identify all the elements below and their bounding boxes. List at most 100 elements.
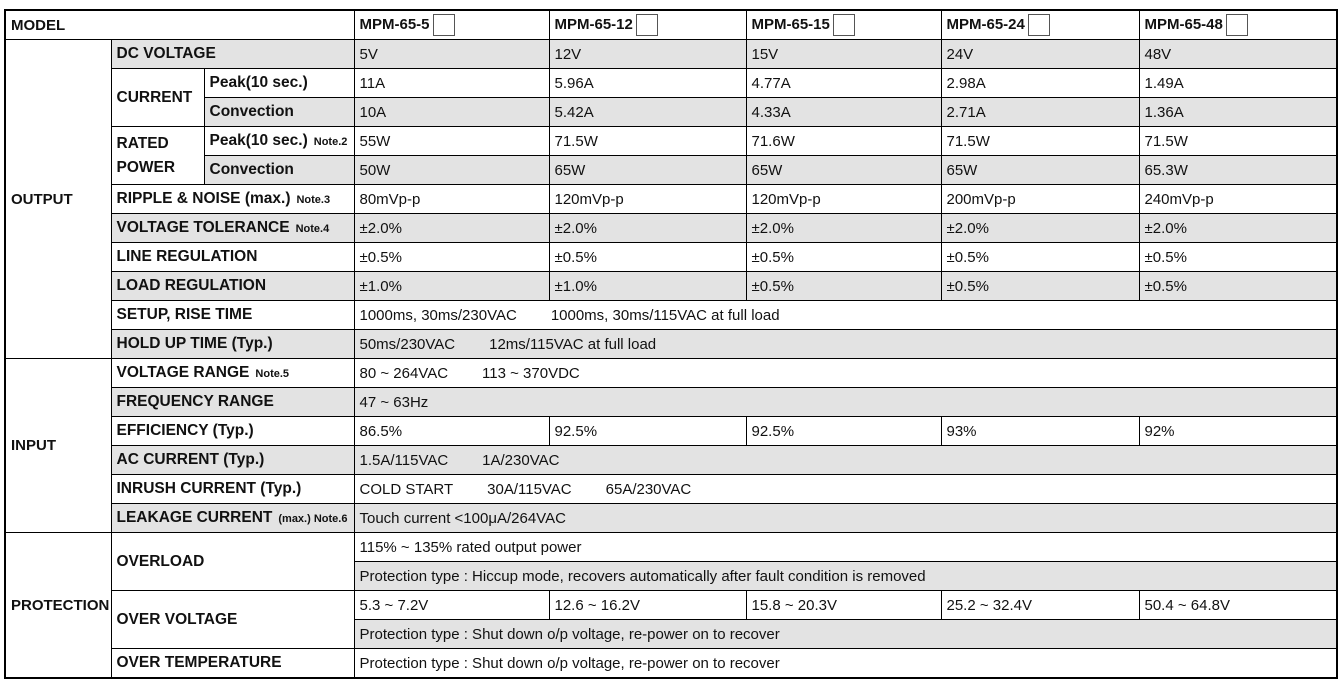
value-part: Protection type : Shut down o/p voltage,… [359,654,780,672]
value-cell: 93% [940,416,1140,446]
row-label: HOLD UP TIME (Typ.) [110,329,355,359]
value-cell: 120mVp-p [548,184,747,214]
value-cell: ±2.0% [940,213,1140,243]
merged-value-cell: Touch current <100μA/264VAC [353,503,1338,533]
sub-label: Convection [203,155,355,185]
value-cell: ±1.0% [353,271,550,301]
value-cell: ±2.0% [548,213,747,243]
spec-row: PROTECTION OVERLOAD 115% ~ 135% rated outp… [4,532,1338,679]
value-cell: 65W [548,155,747,185]
check-box [432,14,455,36]
value-cell: 5.3 ~ 7.2V [353,590,550,620]
value-part: Touch current <100μA/264VAC [359,509,566,527]
check-box [1225,14,1248,36]
row-label: RIPPLE & NOISE (max.) Note.3 [110,184,355,214]
value-part: 1000ms, 30ms/230VAC [359,306,517,324]
value-cell: ±0.5% [940,271,1140,301]
label-text: HOLD UP TIME (Typ.) [116,335,273,352]
model-name: MPM-65-48 [1144,15,1223,33]
section-label: INPUT [4,358,112,533]
value-cell: ±0.5% [745,242,942,272]
row-label: VOLTAGE TOLERANCE Note.4 [110,213,355,243]
spec-row: Protection type : Shut down o/p voltage,… [5,619,1338,649]
model-name: MPM-65-24 [946,15,1025,33]
value-cell: 12.6 ~ 16.2V [548,590,747,620]
row-label: EFFICIENCY (Typ.) [110,416,355,446]
sub-label: Convection [203,97,355,127]
model-cell: MPM-65-15 [745,9,942,40]
value-part: Protection type : Hiccup mode, recovers … [359,567,926,585]
value-cell: 50.4 ~ 64.8V [1138,590,1338,620]
label-text: Peak(10 sec.) [209,132,308,149]
model-cell: MPM-65-48 [1138,9,1338,40]
merged-value-cell: Protection type : Shut down o/p voltage,… [353,648,1338,679]
value-cell: 2.71A [940,97,1140,127]
value-part: 80 ~ 264VAC [359,364,449,382]
value-cell: 1.49A [1138,68,1338,98]
value-part: 1.5A/115VAC [359,451,449,469]
label-text: LEAKAGE CURRENT [116,509,273,526]
model-label: MODEL [4,9,355,40]
spec-row: INPUT VOLTAGE RANGE Note.5 80 ~ 264VAC 113 ~… [4,358,1338,533]
spec-row: AC CURRENT (Typ.) 1.5A/115VAC 1A/230VAC [5,445,1338,475]
sub-label: Peak(10 sec.) Note.2 [203,126,355,156]
label-text: RIPPLE & NOISE (max.) [116,190,291,207]
row-label: FREQUENCY RANGE [110,387,355,417]
label-note: Note.3 [296,194,331,206]
spec-row: VOLTAGE TOLERANCE Note.4 ±2.0% ±2.0% ±2.0% ±2… [5,213,1338,243]
value-part: 1A/230VAC [482,451,560,469]
model-cell: MPM-65-5 [353,9,550,40]
merged-value-cell: 47 ~ 63Hz [353,387,1338,417]
value-part: 50ms/230VAC [359,335,456,353]
value-cell: 55W [353,126,550,156]
value-cell: ±2.0% [1138,213,1338,243]
value-cell: ±0.5% [548,242,747,272]
group-label: OVER VOLTAGE [110,590,355,649]
model-name: MPM-65-15 [751,15,830,33]
label-text: Convection [209,161,294,178]
merged-value-cell: 50ms/230VAC 12ms/115VAC at full load [353,329,1338,359]
value-cell: 92.5% [548,416,747,446]
value-part: 65A/230VAC [605,480,692,498]
merged-value-cell: 80 ~ 264VAC 113 ~ 370VDC [353,358,1338,388]
group-label: OVERLOAD [110,532,355,591]
row-label: OVER TEMPERATURE [110,648,355,679]
value-cell: 71.5W [548,126,747,156]
value-cell: 48V [1138,39,1338,69]
label-text: DC VOLTAGE [116,45,216,62]
row-label: LINE REGULATION [110,242,355,272]
model-name: MPM-65-12 [554,15,633,33]
label-text: INRUSH CURRENT (Typ.) [116,480,302,497]
value-cell: 24V [940,39,1140,69]
value-cell: 71.5W [940,126,1140,156]
value-cell: 92% [1138,416,1338,446]
spec-row: RATED POWER Peak(10 sec.) Note.2 55W 71.5W 71… [5,126,1338,185]
value-part: 30A/115VAC [487,480,572,498]
value-cell: 86.5% [353,416,550,446]
merged-value-cell: Protection type : Shut down o/p voltage,… [353,619,1338,649]
value-cell: ±0.5% [1138,271,1338,301]
spec-row: EFFICIENCY (Typ.) 86.5% 92.5% 92.5% 93% 92% [5,416,1338,446]
value-cell: 4.77A [745,68,942,98]
check-box [635,14,658,36]
value-cell: 10A [353,97,550,127]
merged-value-cell: 115% ~ 135% rated output power [353,532,1338,562]
value-cell: ±1.0% [548,271,747,301]
merged-value-cell: Protection type : Hiccup mode, recovers … [353,561,1338,591]
value-part: 115% ~ 135% rated output power [359,538,582,556]
value-cell: ±0.5% [353,242,550,272]
label-text: Peak(10 sec.) [209,74,308,91]
row-label: LEAKAGE CURRENT (max.) Note.6 [110,503,355,533]
value-cell: 65.3W [1138,155,1338,185]
value-cell: 15.8 ~ 20.3V [745,590,942,620]
spec-row: INRUSH CURRENT (Typ.) COLD START 30A/115VA… [5,474,1338,504]
value-cell: 240mVp-p [1138,184,1338,214]
value-cell: 71.6W [745,126,942,156]
merged-value-cell: 1000ms, 30ms/230VAC 1000ms, 30ms/115VAC a… [353,300,1338,330]
spec-table: MODEL MPM-65-5 MPM-65-12 MPM-65-15 MPM-65-24… [4,9,1338,679]
label-text: OVER TEMPERATURE [116,654,282,671]
section-label: OUTPUT [4,39,112,359]
section-label: PROTECTION [4,532,112,679]
